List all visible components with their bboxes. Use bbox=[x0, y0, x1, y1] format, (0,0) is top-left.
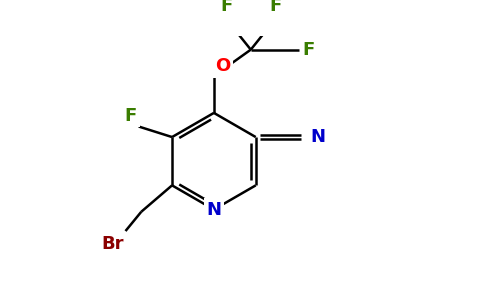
Text: F: F bbox=[302, 41, 315, 59]
Text: N: N bbox=[310, 128, 325, 146]
Text: N: N bbox=[206, 200, 221, 218]
Text: Br: Br bbox=[101, 235, 124, 253]
Text: F: F bbox=[269, 0, 282, 15]
Text: F: F bbox=[220, 0, 232, 15]
Text: O: O bbox=[215, 57, 230, 75]
Text: F: F bbox=[125, 107, 137, 125]
